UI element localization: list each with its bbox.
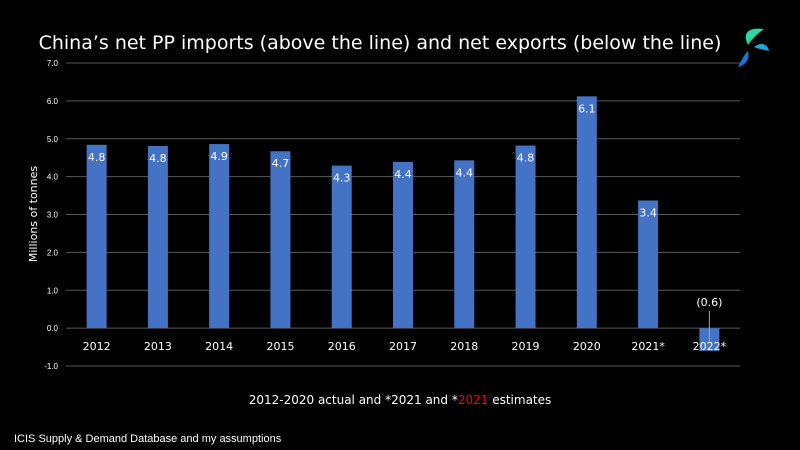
chart-subtitle: 2012-2020 actual and *2021 and *2021 est… <box>249 393 552 407</box>
y-tick-label: 6.0 <box>47 97 59 106</box>
y-tick-label: 2.0 <box>47 248 59 257</box>
bar <box>638 200 659 329</box>
subtitle-highlight: 2021 <box>458 393 489 407</box>
y-tick-label: 0.0 <box>47 324 59 333</box>
x-tick-label: 2017 <box>389 340 417 353</box>
subtitle-part1: 2012-2020 actual and *2021 and * <box>249 393 458 407</box>
x-tick-label: 2015 <box>266 340 294 353</box>
source-note: ICIS Supply & Demand Database and my ass… <box>14 433 282 445</box>
y-tick-label: 4.0 <box>47 173 59 182</box>
data-labels: 4.8 4.8 4.9 4.7 4.3 4.4 4.4 4.8 6.1 3.4 (0.6) <box>88 102 722 342</box>
data-label: 4.3 <box>333 172 351 185</box>
x-tick-label: 2014 <box>205 340 233 353</box>
bar <box>515 145 536 329</box>
bars <box>86 96 720 351</box>
bar <box>147 145 168 329</box>
y-tick-label: 7.0 <box>47 59 59 68</box>
data-label: 3.4 <box>639 206 657 219</box>
bar <box>331 165 352 329</box>
data-label: 4.9 <box>210 150 228 163</box>
y-axis-label: Millions of tonnes <box>27 166 40 262</box>
subtitle-part2: estimates <box>488 393 551 407</box>
data-label: 6.1 <box>578 102 596 115</box>
bar <box>576 96 597 329</box>
x-tick-label: 2020 <box>573 340 601 353</box>
data-label: 4.4 <box>456 166 474 179</box>
icis-logo-icon <box>738 28 769 67</box>
bar <box>86 144 107 329</box>
chart-title: China’s net PP imports (above the line) … <box>39 32 722 54</box>
x-tick-label: 2016 <box>328 340 356 353</box>
bar <box>393 161 413 329</box>
bar <box>209 144 230 329</box>
data-label: 4.8 <box>88 151 106 164</box>
bar <box>454 160 475 329</box>
data-label: 4.4 <box>394 168 412 181</box>
data-label: 4.8 <box>149 152 167 165</box>
data-label: (0.6) <box>696 296 722 309</box>
data-label: 4.7 <box>272 157 290 170</box>
y-tick-label: 5.0 <box>47 135 59 144</box>
y-tick-label: -1.0 <box>44 362 58 371</box>
x-axis-ticks: 2012 2013 2014 2015 2016 2017 2018 2019 2020 2021… <box>83 340 727 353</box>
y-tick-label: 1.0 <box>47 286 59 295</box>
bar <box>270 151 291 329</box>
x-tick-label: 2021* <box>631 340 665 353</box>
data-label: 4.8 <box>517 152 535 165</box>
x-tick-label: 2019 <box>512 340 540 353</box>
x-tick-label: 2018 <box>450 340 478 353</box>
x-tick-label: 2022* <box>693 340 727 353</box>
x-tick-label: 2013 <box>144 340 172 353</box>
x-tick-label: 2012 <box>83 340 111 353</box>
y-axis-ticks: -1.0 0.0 1.0 2.0 3.0 4.0 5.0 6.0 7.0 <box>44 59 58 371</box>
y-tick-label: 3.0 <box>47 211 59 220</box>
